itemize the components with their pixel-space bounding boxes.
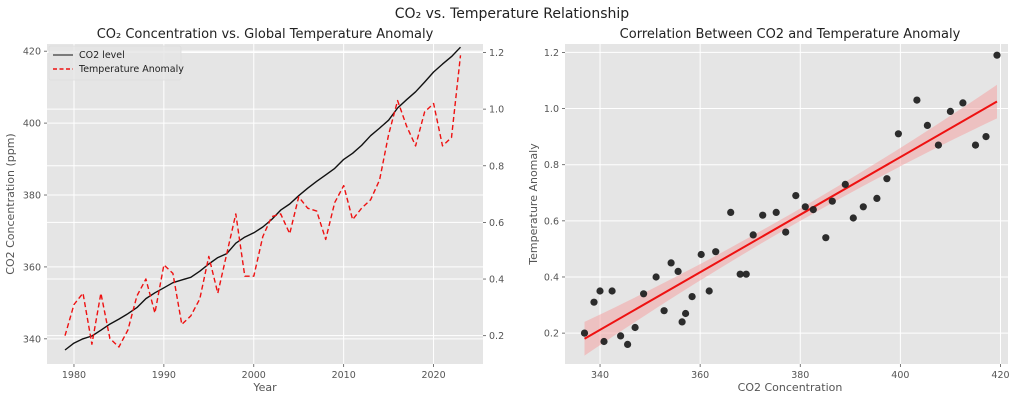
y-tick-label: 420 (23, 47, 41, 58)
scatter-chart-x-ticks: 340 360 380 400 420 (591, 364, 1010, 381)
y-tick-label: 340 (23, 334, 41, 345)
x-tick-label: 400 (891, 370, 909, 381)
x-tick-label: 1990 (152, 370, 176, 381)
legend-label-temperature: Temperature Anomaly (78, 64, 184, 75)
line-chart-x-ticks: 1980 1990 2000 2010 2020 (62, 364, 446, 381)
scatter-point (849, 214, 857, 222)
scatter-point (640, 290, 648, 298)
scatter-point (993, 51, 1001, 59)
scatter-point (873, 194, 881, 202)
temperature-anomaly-line (64, 55, 462, 348)
regression-line (584, 100, 998, 340)
scatter-point (608, 287, 616, 295)
scatter-point (809, 206, 817, 214)
legend-box (48, 45, 182, 81)
scatter-point (727, 208, 735, 216)
line-chart-legend: CO2 level Temperature Anomaly (48, 45, 184, 81)
scatter-point (590, 298, 598, 306)
scatter-point (631, 323, 639, 332)
scatter-point (923, 121, 932, 129)
scatter-point (742, 270, 750, 278)
x-tick-label: 2010 (332, 370, 356, 381)
y-tick-label: 1.0 (544, 104, 559, 115)
right-y-tick-label: 0.4 (489, 275, 504, 286)
x-tick-label: 2000 (242, 370, 266, 381)
scatter-point (712, 248, 720, 256)
y-tick-label: 0.6 (544, 216, 559, 227)
scatter-point (946, 107, 955, 115)
right-y-tick-label: 0.8 (489, 161, 504, 172)
y-tick-label: 360 (23, 262, 41, 273)
x-tick-label: 380 (791, 370, 809, 381)
scatter-point (596, 287, 604, 295)
right-y-tick-label: 1.2 (489, 48, 504, 59)
scatter-chart-y-label: Temperature Anomaly (527, 143, 540, 266)
y-tick-label: 380 (23, 191, 41, 202)
line-chart-right-y-ticks: 0.2 0.4 0.6 0.8 1.0 1.2 (483, 48, 504, 342)
scatter-point (934, 141, 943, 149)
x-tick-label: 360 (691, 370, 709, 381)
line-chart-y-ticks: 340 360 380 400 420 (23, 47, 47, 345)
x-tick-label: 2020 (421, 370, 445, 381)
scatter-point (801, 203, 809, 211)
y-tick-label: 1.2 (544, 48, 559, 59)
regression-line-group (584, 100, 998, 340)
line-chart-grid (47, 44, 483, 364)
scatter-point (971, 141, 980, 149)
scatter-point (792, 192, 800, 200)
scatter-point (674, 267, 682, 275)
scatter-point (828, 197, 836, 205)
x-tick-label: 420 (991, 370, 1009, 381)
scatter-point (705, 287, 713, 295)
scatter-point (682, 309, 690, 318)
scatter-point (883, 175, 891, 183)
scatter-point (660, 307, 668, 315)
scatter-point (678, 318, 686, 326)
scatter-chart: Correlation Between CO2 and Temperature … (527, 27, 1010, 394)
right-y-tick-label: 0.6 (489, 218, 504, 229)
y-tick-label: 0.8 (544, 160, 559, 171)
scatter-point (894, 130, 903, 138)
x-tick-label: 340 (591, 370, 609, 381)
scatter-point (652, 273, 660, 281)
scatter-point (580, 329, 589, 337)
scatter-chart-y-ticks: 0.2 0.4 0.6 0.8 1.0 1.2 (544, 48, 565, 340)
scatter-point (624, 340, 632, 348)
scatter-point (859, 203, 867, 211)
y-tick-label: 0.4 (544, 272, 559, 283)
scatter-point (959, 99, 967, 107)
figure-suptitle: CO₂ vs. Temperature Relationship (395, 6, 630, 22)
scatter-point (782, 228, 790, 236)
scatter-point (982, 133, 990, 141)
scatter-point (841, 180, 849, 188)
scatter-point (617, 332, 625, 340)
scatter-points (580, 51, 1001, 348)
right-y-tick-label: 1.0 (489, 105, 504, 116)
scatter-point (736, 270, 744, 278)
scatter-point (822, 234, 830, 242)
scatter-point (913, 96, 921, 104)
right-y-tick-label: 0.2 (489, 331, 504, 342)
scatter-point (749, 231, 757, 239)
line-chart-series (64, 46, 462, 351)
scatter-point (667, 259, 675, 267)
legend-label-co2: CO2 level (79, 50, 125, 61)
line-chart-plot-area (47, 44, 483, 364)
line-chart-title: CO₂ Concentration vs. Global Temperature… (97, 27, 434, 42)
scatter-point (772, 208, 780, 216)
scatter-point (697, 250, 705, 259)
line-chart-x-label: Year (252, 381, 277, 394)
scatter-chart-title: Correlation Between CO2 and Temperature … (620, 27, 961, 42)
line-chart: CO₂ Concentration vs. Global Temperature… (4, 27, 504, 394)
scatter-chart-x-label: CO2 Concentration (738, 381, 843, 394)
x-tick-label: 1980 (62, 370, 86, 381)
y-tick-label: 400 (23, 119, 41, 130)
scatter-point (759, 211, 767, 219)
scatter-point (600, 337, 608, 346)
line-chart-y-label: CO2 Concentration (ppm) (4, 133, 17, 274)
scatter-point (688, 293, 696, 301)
y-tick-label: 0.2 (544, 329, 559, 340)
